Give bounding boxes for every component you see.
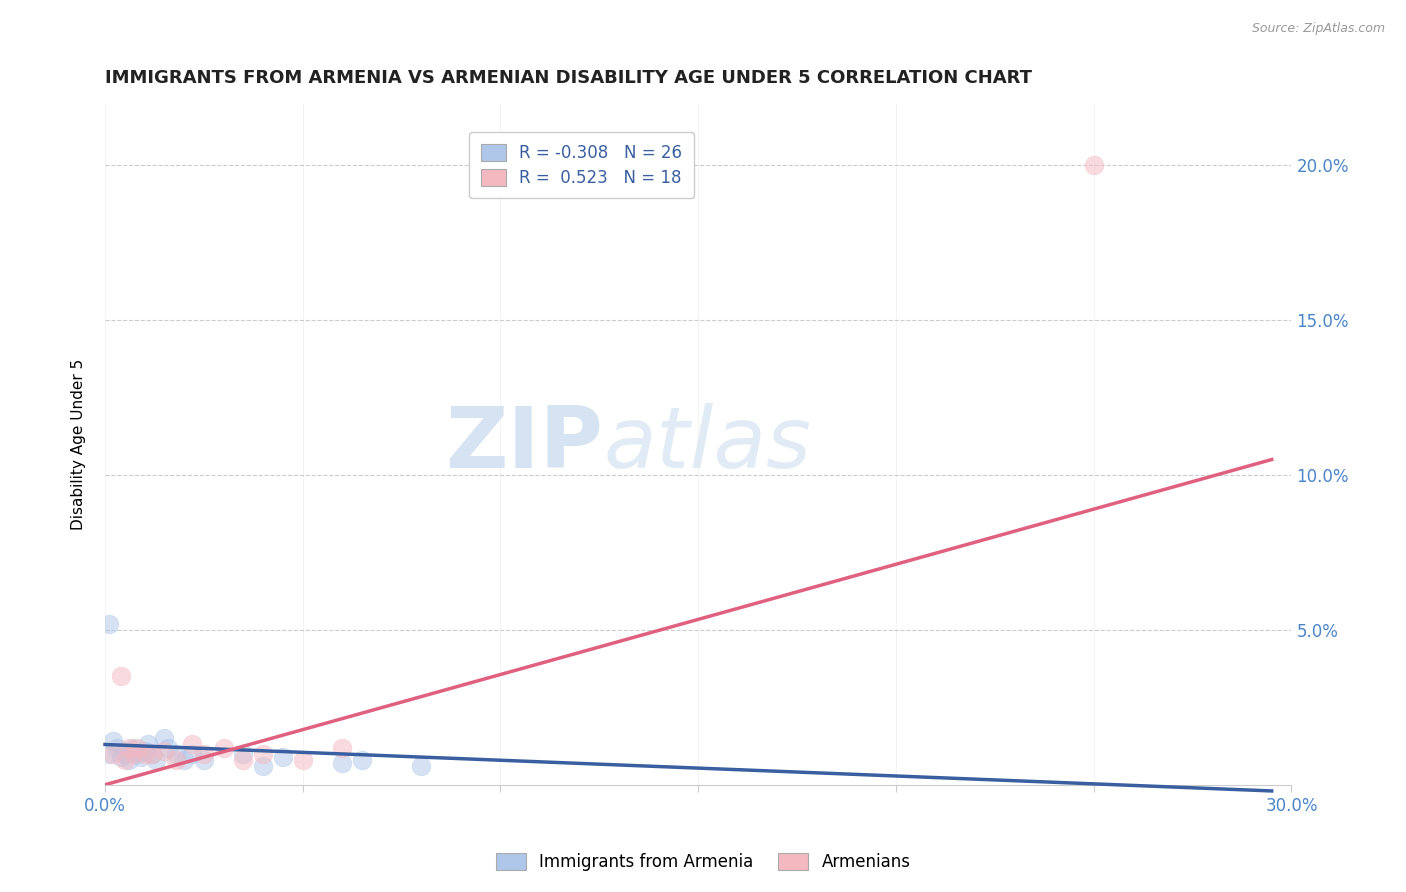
Point (138, 738, 160, 752)
Legend: Immigrants from Armenia, Armenians: Immigrants from Armenia, Armenians (488, 845, 918, 880)
Point (118, 753, 141, 767)
Point (121, 747, 143, 761)
Point (330, 740, 353, 755)
Text: IMMIGRANTS FROM ARMENIA VS ARMENIAN DISABILITY AGE UNDER 5 CORRELATION CHART: IMMIGRANTS FROM ARMENIA VS ARMENIAN DISA… (105, 69, 1032, 87)
Point (352, 753, 374, 767)
Point (118, 740, 141, 755)
Point (101, 734, 124, 748)
Point (134, 744, 156, 758)
Point (141, 747, 163, 761)
Point (252, 747, 274, 761)
Point (105, 740, 128, 755)
Point (157, 740, 180, 755)
Point (129, 750, 152, 764)
Point (212, 740, 235, 755)
Point (97, 747, 120, 761)
Point (121, 740, 143, 755)
Point (134, 747, 156, 761)
Point (411, 759, 433, 773)
Point (330, 756, 353, 770)
Point (181, 747, 204, 761)
Point (110, 669, 132, 683)
Legend: R = -0.308   N = 26, R =  0.523   N = 18: R = -0.308 N = 26, R = 0.523 N = 18 (470, 132, 695, 198)
Point (97, 616, 120, 631)
Point (114, 747, 136, 761)
Point (1083, 158, 1105, 172)
Point (165, 753, 187, 767)
Point (125, 747, 148, 761)
Point (165, 747, 187, 761)
Point (125, 740, 148, 755)
Point (193, 753, 215, 767)
Text: atlas: atlas (603, 402, 811, 485)
Point (271, 750, 294, 764)
Point (232, 747, 254, 761)
Text: Source: ZipAtlas.com: Source: ZipAtlas.com (1251, 22, 1385, 36)
Point (110, 750, 132, 764)
Point (153, 731, 176, 746)
Y-axis label: Disability Age Under 5: Disability Age Under 5 (72, 359, 86, 530)
Point (173, 753, 195, 767)
Point (153, 744, 176, 758)
Point (145, 753, 167, 767)
Point (252, 759, 274, 773)
Point (114, 753, 136, 767)
Point (181, 738, 204, 752)
Text: ZIP: ZIP (446, 402, 603, 485)
Point (193, 747, 215, 761)
Point (101, 747, 124, 761)
Point (141, 747, 163, 761)
Point (232, 753, 254, 767)
Point (291, 753, 314, 767)
